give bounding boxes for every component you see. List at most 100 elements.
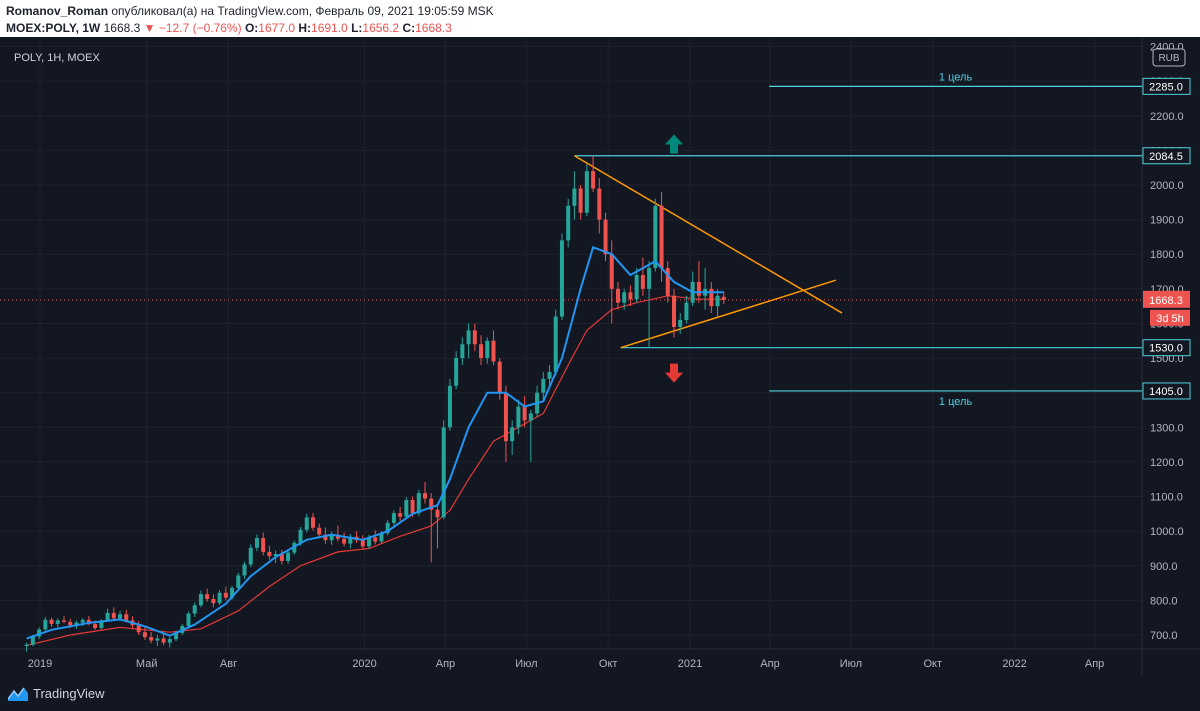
x-tick-label: Июл bbox=[515, 658, 537, 670]
candle-body bbox=[267, 551, 272, 557]
level-label: 1530.0 bbox=[1149, 343, 1183, 355]
candle-body bbox=[149, 637, 154, 641]
candle-body bbox=[559, 240, 564, 317]
countdown-label: 3d 5h bbox=[1156, 313, 1184, 325]
x-tick-label: Окт bbox=[923, 658, 942, 670]
candle-body bbox=[367, 537, 372, 547]
candle-body bbox=[404, 500, 409, 517]
candle-body bbox=[410, 500, 415, 514]
x-tick-label: 2021 bbox=[678, 658, 702, 670]
candle-body bbox=[503, 392, 508, 442]
change-arrow: ▼ bbox=[143, 21, 156, 35]
candle-body bbox=[373, 537, 378, 542]
candle-body bbox=[379, 533, 384, 542]
high-value: 1691.0 bbox=[311, 21, 348, 35]
candle-body bbox=[174, 632, 179, 640]
symbol-label: MOEX:POLY, 1W bbox=[6, 21, 101, 35]
candle-body bbox=[248, 547, 253, 565]
y-tick-label: 2000.0 bbox=[1150, 180, 1184, 192]
y-tick-label: 800.0 bbox=[1150, 595, 1178, 607]
candle-body bbox=[584, 171, 589, 213]
candle-body bbox=[684, 302, 689, 320]
price-chart[interactable]: 700.0 800.0 900.0 1000.0 1100.0 1200.0 1300.0 1… bbox=[0, 37, 1200, 677]
candle-body bbox=[485, 340, 490, 359]
candle-body bbox=[398, 513, 403, 517]
price-change: −12.7 (−0.76%) bbox=[158, 21, 242, 35]
candle-body bbox=[62, 620, 67, 622]
level-tag bbox=[1142, 382, 1191, 400]
tradingview-logo[interactable]: TradingView bbox=[8, 686, 105, 701]
x-tick-label: Апр bbox=[760, 658, 779, 670]
candle-body bbox=[603, 219, 608, 255]
candle-body bbox=[111, 612, 116, 619]
candle-body bbox=[497, 361, 502, 393]
current-price-label: 1668.3 bbox=[1149, 295, 1183, 307]
candle-body bbox=[335, 534, 340, 539]
candle-body bbox=[74, 622, 79, 626]
candle-body bbox=[286, 552, 291, 561]
author-name[interactable]: Romanov_Roman bbox=[6, 4, 109, 18]
candle-body bbox=[211, 599, 216, 604]
candle-body bbox=[678, 320, 683, 327]
candle-body bbox=[279, 554, 284, 561]
level-label: 2285.0 bbox=[1149, 81, 1183, 93]
candle-body bbox=[491, 340, 496, 362]
open-label: O: bbox=[244, 21, 259, 35]
candle-body bbox=[142, 632, 147, 638]
candle-body bbox=[329, 534, 334, 541]
x-tick-label: 2019 bbox=[28, 658, 52, 670]
candle-body bbox=[242, 564, 247, 576]
candle-body bbox=[323, 534, 328, 541]
candle-body bbox=[55, 620, 60, 624]
y-tick-label: 1100.0 bbox=[1150, 492, 1183, 504]
y-tick-label: 900.0 bbox=[1150, 561, 1178, 573]
x-tick-label: 2022 bbox=[1002, 658, 1026, 670]
candle-body bbox=[609, 254, 614, 289]
x-tick-label: 2020 bbox=[352, 658, 376, 670]
target-note: 1 цель bbox=[939, 396, 973, 408]
candle-body bbox=[105, 612, 110, 621]
arrow-up-icon bbox=[664, 134, 683, 154]
low-value: 1656.2 bbox=[362, 21, 400, 35]
candle-body bbox=[429, 498, 434, 510]
candle-body bbox=[49, 619, 54, 624]
low-label: L: bbox=[351, 21, 363, 35]
candle-body bbox=[136, 625, 141, 633]
candle-body bbox=[80, 619, 85, 623]
triangle-lower-line bbox=[620, 279, 837, 349]
y-tick-label: 700.0 bbox=[1150, 630, 1178, 642]
y-tick-label: 1000.0 bbox=[1150, 526, 1184, 538]
countdown-tag bbox=[1150, 309, 1190, 326]
candle-body bbox=[198, 594, 203, 606]
candle-body bbox=[454, 358, 459, 386]
candle-body bbox=[310, 517, 315, 528]
candle-body bbox=[236, 575, 241, 588]
candle-body bbox=[634, 275, 639, 300]
x-tick-label: Апр bbox=[1085, 658, 1104, 670]
y-tick-label: 1200.0 bbox=[1150, 457, 1184, 469]
published-text: опубликовал(а) на TradingView.com, Февра… bbox=[111, 4, 494, 18]
candle-body bbox=[622, 292, 627, 303]
candle-body bbox=[155, 638, 160, 641]
level-tag bbox=[1142, 77, 1191, 95]
candle-body bbox=[615, 288, 620, 303]
candle-body bbox=[317, 527, 322, 535]
candle-body bbox=[715, 295, 720, 307]
y-tick-label: 1900.0 bbox=[1150, 215, 1184, 227]
candle-body bbox=[186, 613, 191, 626]
candle-body bbox=[460, 344, 465, 359]
candle-body bbox=[124, 614, 129, 621]
chart-panel[interactable]: 700.0 800.0 900.0 1000.0 1100.0 1200.0 1300.0 1… bbox=[0, 37, 1200, 677]
arrow-down-icon bbox=[664, 363, 683, 383]
triangle-upper-line bbox=[574, 155, 843, 314]
candle-body bbox=[640, 275, 645, 289]
currency-badge bbox=[1152, 48, 1186, 67]
candle-body bbox=[447, 385, 452, 428]
candle-body bbox=[522, 406, 527, 421]
y-tick-label: 2200.0 bbox=[1150, 111, 1184, 123]
candle-body bbox=[223, 592, 228, 598]
candle-body bbox=[416, 493, 421, 514]
candle-body bbox=[342, 538, 347, 544]
candle-body bbox=[671, 295, 676, 327]
candle-body bbox=[479, 344, 484, 359]
